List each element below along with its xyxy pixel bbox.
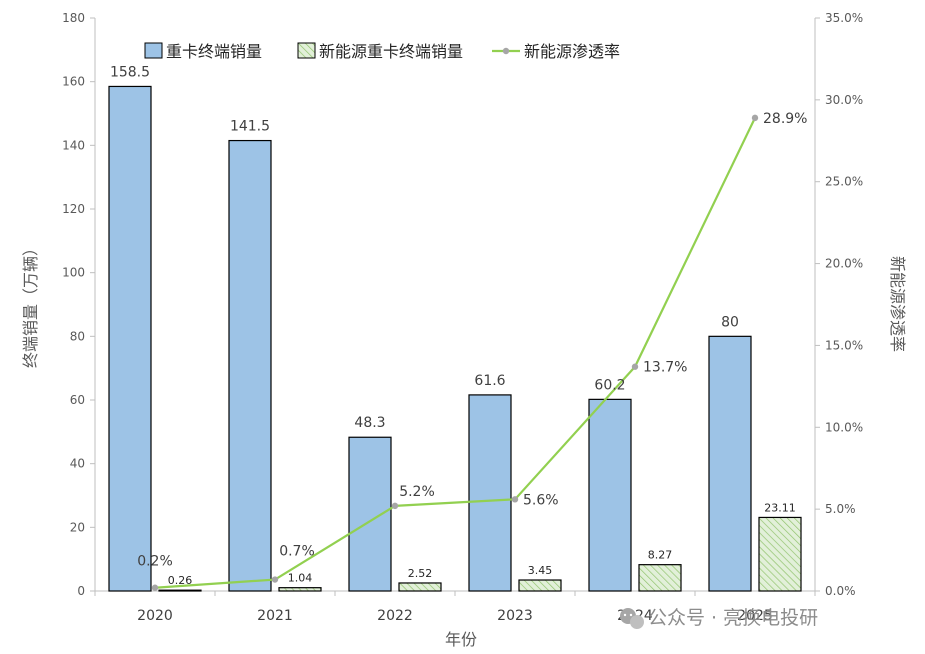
data-label-total: 60.2 — [594, 377, 625, 393]
data-label-total: 80 — [721, 314, 739, 330]
rate-line-path — [154, 117, 756, 589]
x-tick-label: 2025 — [737, 608, 773, 624]
bar-ev — [278, 587, 322, 592]
data-label-ev: 8.27 — [648, 549, 673, 562]
y2-tick-label: 10.0% — [825, 420, 863, 434]
axes: 0 20 40 60 80 100 120 140 160 180 0.0% 5.0% 10.0% 15.… — [62, 11, 863, 624]
series-rate-line — [151, 114, 759, 591]
data-label-total: 158.5 — [110, 64, 150, 80]
legend-label-total: 重卡终端销量 — [166, 42, 262, 61]
bar-ev — [518, 579, 562, 592]
y2-tick-label: 25.0% — [825, 175, 863, 189]
x-axis-title: 年份 — [445, 630, 477, 649]
data-label-rate: 28.9% — [763, 111, 807, 127]
series-ev-bars — [158, 516, 802, 592]
legend-label-rate: 新能源渗透率 — [524, 42, 620, 61]
y2-tick-label: 0.0% — [825, 584, 856, 598]
legend-label-ev: 新能源重卡终端销量 — [319, 42, 463, 61]
y-tick-label: 160 — [62, 75, 85, 89]
legend-swatch-rate-point — [502, 47, 510, 55]
data-label-rate: 5.6% — [523, 492, 559, 508]
y2-tick-label: 5.0% — [825, 502, 856, 516]
y-tick-label: 100 — [62, 266, 85, 280]
x-tick-label: 2021 — [257, 608, 293, 624]
y-tick-label: 40 — [70, 457, 85, 471]
data-label-total: 61.6 — [474, 373, 505, 389]
bar-total — [468, 394, 512, 592]
watermark: 公众号 · 亮换电投研 — [620, 607, 818, 629]
bar-total — [588, 398, 632, 592]
data-label-total: 48.3 — [354, 415, 385, 431]
data-labels: 158.5 0.26 141.5 1.04 48.3 2.52 61.6 3.45 60.2 8.… — [110, 64, 808, 587]
y-tick-label: 140 — [62, 138, 85, 152]
y2-tick-label: 30.0% — [825, 93, 863, 107]
wechat-icon — [620, 608, 644, 629]
data-label-rate: 13.7% — [643, 360, 687, 376]
rate-point — [511, 496, 519, 503]
bar-total — [108, 85, 152, 592]
data-label-total: 141.5 — [230, 119, 270, 135]
y-tick-label: 20 — [70, 520, 85, 534]
data-label-ev: 2.52 — [408, 567, 433, 580]
bar-ev — [638, 564, 682, 592]
data-label-rate: 0.2% — [137, 554, 173, 570]
rate-point — [751, 114, 759, 122]
legend-swatch-total — [144, 42, 163, 59]
watermark-text: 公众号 · 亮换电投研 — [648, 607, 818, 629]
data-label-rate: 5.2% — [399, 484, 435, 500]
rate-point — [631, 363, 639, 370]
y2-tick-label: 20.0% — [825, 257, 863, 271]
y-tick-label: 60 — [70, 393, 85, 407]
y-tick-label: 80 — [70, 329, 85, 343]
y-tick-label: 0 — [77, 584, 85, 598]
y-axis-title: 终端销量（万辆） — [21, 240, 40, 368]
bar-ev — [158, 589, 202, 592]
rate-point — [391, 502, 399, 510]
data-label-ev: 1.04 — [288, 572, 313, 585]
rate-point — [271, 576, 279, 583]
legend-swatch-ev — [297, 42, 316, 59]
rate-point — [151, 584, 159, 591]
series-total-bars — [108, 85, 752, 592]
bar-total — [348, 436, 392, 592]
data-label-ev: 0.26 — [168, 574, 193, 587]
data-label-ev: 3.45 — [528, 564, 553, 577]
legend: 重卡终端销量 新能源重卡终端销量 新能源渗透率 — [144, 42, 620, 61]
y2-tick-label: 35.0% — [825, 11, 863, 25]
x-tick-label: 2020 — [137, 608, 173, 624]
y2-tick-label: 15.0% — [825, 338, 863, 352]
y2-axis-title: 新能源渗透率 — [888, 256, 907, 352]
bar-ev — [398, 582, 442, 592]
y-tick-label: 120 — [62, 202, 85, 216]
x-tick-label: 2022 — [377, 608, 413, 624]
data-label-ev: 23.11 — [764, 501, 796, 514]
x-tick-label: 2023 — [497, 608, 533, 624]
bar-total — [228, 139, 272, 592]
data-label-rate: 0.7% — [279, 544, 315, 560]
bar-ev — [758, 516, 802, 592]
bar-total — [708, 335, 752, 592]
y-tick-label: 180 — [62, 11, 85, 25]
